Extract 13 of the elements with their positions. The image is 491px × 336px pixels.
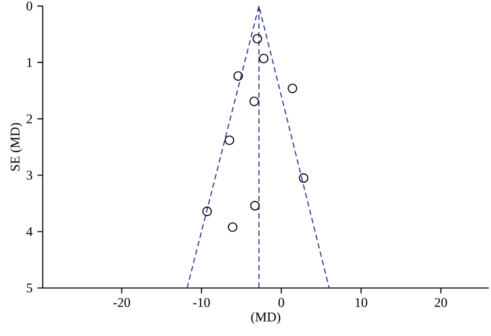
x-axis-title: (MD)	[251, 312, 280, 324]
y-tick-label: 0	[26, 2, 32, 11]
y-tick-label: 1	[27, 58, 32, 67]
y-tick-label: 4	[26, 227, 33, 236]
x-tick-label: 0	[278, 298, 284, 307]
x-tick-label: 10	[356, 298, 368, 307]
y-tick-label: 2	[26, 114, 32, 124]
x-tick-label: -10	[193, 298, 210, 307]
x-tick-label: 20	[434, 298, 448, 307]
y-tick-label: 3	[26, 170, 32, 180]
y-tick-label: 5	[26, 284, 32, 292]
x-tick-label: -20	[113, 298, 130, 307]
y-axis-title: SE (MD)	[10, 123, 22, 171]
